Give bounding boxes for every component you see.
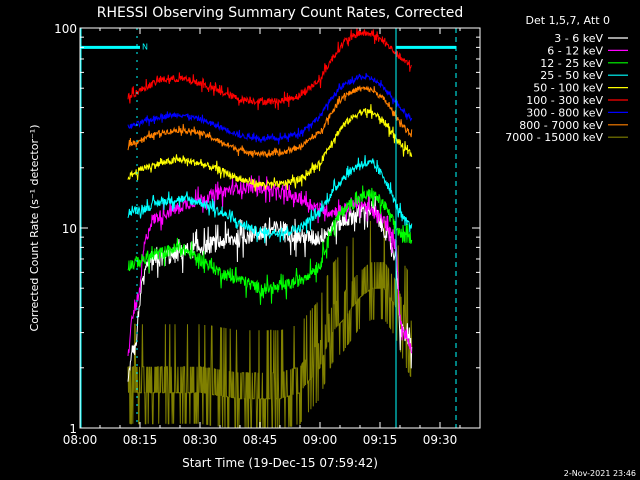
- x-tick-label: 08:30: [183, 433, 218, 447]
- y-tick-label: 10: [62, 222, 77, 236]
- legend-label: 3 - 6 keV: [554, 32, 603, 45]
- y-tick-label: 1: [69, 422, 77, 436]
- legend-label: 50 - 100 keV: [533, 82, 603, 95]
- flag-bar-right: [396, 45, 456, 49]
- series-line-6: [127, 27, 412, 111]
- x-axis-label: Start Time (19-Dec-15 07:59:42): [182, 456, 378, 470]
- series-line-5: [127, 104, 413, 192]
- chart-title: RHESSI Observing Summary Count Rates, Co…: [97, 5, 463, 21]
- series-line-8: [127, 85, 413, 158]
- series-line-4: [127, 155, 413, 244]
- x-tick-label: 09:30: [423, 433, 458, 447]
- flag-label-n: N: [142, 42, 148, 51]
- legend-label: 7000 - 15000 keV: [505, 131, 603, 144]
- series-line-2: [127, 175, 413, 357]
- x-tick-label: 08:45: [243, 433, 278, 447]
- y-tick-label: 100: [54, 22, 77, 36]
- series-line-1: [127, 193, 413, 382]
- legend-label: 12 - 25 keV: [540, 57, 603, 70]
- y-axis-label: Corrected Count Rate (s⁻¹ detector⁻¹): [28, 125, 41, 332]
- series-line-3: [127, 185, 413, 305]
- timestamp-label: 2-Nov-2021 23:46: [564, 469, 636, 478]
- legend-title: Det 1,5,7, Att 0: [526, 14, 610, 27]
- x-tick-label: 08:15: [123, 433, 158, 447]
- x-tick-label: 08:00: [63, 433, 98, 447]
- x-tick-label: 09:15: [363, 433, 398, 447]
- legend-label: 800 - 7000 keV: [519, 119, 603, 132]
- legend-label: 25 - 50 keV: [540, 69, 603, 82]
- plot-series-group: [127, 27, 413, 429]
- legend-label: 6 - 12 keV: [547, 44, 603, 57]
- x-tick-label: 09:00: [303, 433, 338, 447]
- legend-label: 100 - 300 keV: [526, 94, 603, 107]
- series-line-7: [127, 72, 413, 145]
- series-line-9: [127, 220, 413, 429]
- axes-group: 08:00 08:15 08:30 08:45 09:00 09:15 09:30 1 10 10…: [54, 22, 481, 447]
- flag-bar-left: [80, 45, 140, 49]
- legend-label: 300 - 800 keV: [526, 106, 603, 119]
